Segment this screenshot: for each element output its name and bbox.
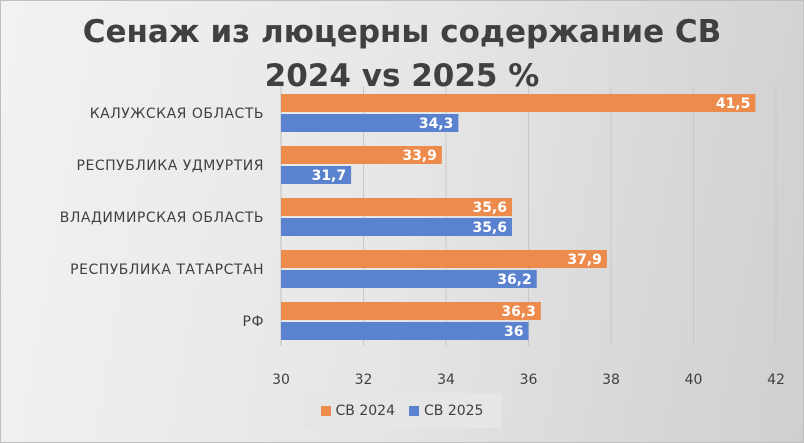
data-label: 36 [504,324,523,340]
x-tick-label: 36 [520,372,538,388]
data-label: 36,2 [497,272,532,288]
x-tick-label: 42 [767,372,785,388]
category-label: РФ [243,314,265,330]
data-label: 41,5 [716,96,751,112]
legend-item-2024: СВ 2024 [320,402,395,419]
x-tick-label: 30 [272,372,290,388]
x-tick-label: 38 [602,372,620,388]
bar-СВ-2024 [281,250,607,268]
data-label: 33,9 [402,148,437,164]
data-label: 37,9 [567,252,602,268]
bar-СВ-2025 [281,166,352,184]
bar-СВ-2025 [281,322,529,340]
bar-СВ-2024 [281,302,541,320]
chart-title: Сенаж из люцерны содержание СВ 2024 vs 2… [0,10,804,98]
legend-item-2025: СВ 2025 [409,403,483,419]
x-tick-label: 40 [685,372,703,388]
title-line-1: Сенаж из люцерны содержание СВ [82,14,722,50]
legend-label: СВ 2025 [424,402,484,419]
category-label: РЕСПУБЛИКА УДМУРТИЯ [77,158,264,174]
legend: СВ 2024 СВ 2025 [302,393,502,428]
category-label: РЕСПУБЛИКА ТАТАРСТАН [70,262,264,278]
category-label: ВЛАДИМИРСКАЯ ОБЛАСТЬ [60,210,264,226]
bar-СВ-2024 [281,94,756,112]
bar-СВ-2025 [281,114,459,132]
data-label: 35,6 [472,220,507,236]
data-label: 36,3 [501,304,536,320]
data-label: 35,6 [472,200,507,216]
data-label: 34,3 [419,116,454,132]
bar-СВ-2025 [281,218,512,236]
legend-swatch [320,405,331,416]
title-line-2: 2024 vs 2025 % [264,58,540,94]
legend-swatch [409,405,419,416]
x-tick-label: 32 [355,372,373,388]
legend-label: СВ 2024 [335,402,395,419]
category-label: КАЛУЖСКАЯ ОБЛАСТЬ [90,106,264,122]
x-tick-label: 34 [437,372,455,388]
bar-СВ-2024 [281,146,442,164]
bar-СВ-2024 [281,198,512,216]
bar-СВ-2025 [281,270,537,288]
data-label: 31,7 [312,168,347,184]
